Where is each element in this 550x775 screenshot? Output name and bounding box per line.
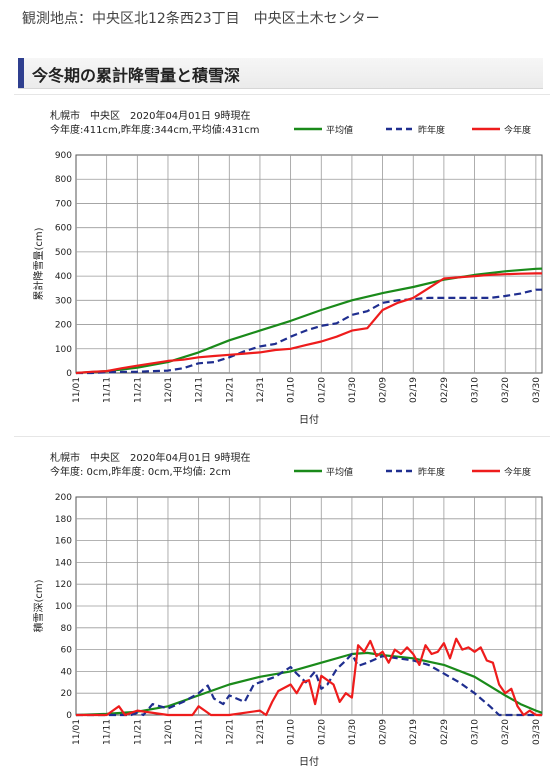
y-axis-label: 累計降雪量(cm) xyxy=(32,227,45,300)
section-title: 今冬期の累計降雪量と積雪深 xyxy=(32,66,241,85)
x-axis-label: 日付 xyxy=(299,755,319,768)
y-tick-label: 40 xyxy=(61,667,73,677)
x-tick-label: 11/21 xyxy=(133,377,143,403)
x-tick-label: 12/31 xyxy=(256,719,266,745)
y-tick-label: 200 xyxy=(55,321,72,331)
legend-label: 昨年度 xyxy=(418,466,445,478)
x-tick-label: 02/19 xyxy=(409,719,419,745)
legend-label: 平均値 xyxy=(326,124,353,136)
legend-label: 平均値 xyxy=(326,466,353,478)
cumulative-snowfall-chart: 札幌市 中央区 2020年04月01日 9時現在 今年度:411cm,昨年度:34… xyxy=(14,94,550,433)
x-tick-label: 02/09 xyxy=(379,377,389,403)
observation-location: 観測地点：中央区北12条西23丁目 中央区土木センター xyxy=(22,11,380,27)
y-tick-label: 140 xyxy=(55,558,72,568)
series-line-this-year xyxy=(75,272,542,375)
section-accent-bar xyxy=(18,58,24,88)
plot-area xyxy=(75,154,543,374)
y-tick-label: 300 xyxy=(55,296,72,306)
x-tick-label: 03/30 xyxy=(532,377,542,403)
x-tick-label: 01/20 xyxy=(317,719,327,745)
y-axis-label: 積雪深(cm) xyxy=(32,579,45,632)
x-tick-label: 11/11 xyxy=(103,719,113,745)
y-tick-label: 500 xyxy=(55,248,72,258)
x-tick-label: 12/11 xyxy=(195,377,205,403)
x-tick-label: 03/30 xyxy=(532,719,542,745)
y-tick-label: 180 xyxy=(55,515,72,525)
y-tick-label: 100 xyxy=(55,345,72,355)
x-tick-label: 12/01 xyxy=(164,719,174,745)
y-tick-label: 700 xyxy=(55,199,72,209)
x-tick-label: 11/11 xyxy=(103,377,113,403)
x-tick-label: 01/10 xyxy=(287,719,297,745)
x-tick-label: 03/10 xyxy=(471,719,481,745)
y-tick-label: 0 xyxy=(66,711,72,721)
series-line-average xyxy=(75,267,543,375)
x-tick-label: 03/10 xyxy=(471,377,481,403)
y-tick-label: 800 xyxy=(55,175,72,185)
legend-label: 昨年度 xyxy=(418,124,445,136)
chart-subtitle: 今年度:411cm,昨年度:344cm,平均値:431cm xyxy=(50,123,259,136)
y-tick-label: 120 xyxy=(55,580,72,590)
cumulative-snowfall-svg: 札幌市 中央区 2020年04月01日 9時現在今年度:411cm,昨年度:34… xyxy=(32,109,543,426)
y-tick-label: 60 xyxy=(61,646,73,656)
x-tick-label: 02/29 xyxy=(440,719,450,745)
chart-subtitle: 今年度: 0cm,昨年度: 0cm,平均値: 2cm xyxy=(50,465,231,478)
section-header: 今冬期の累計降雪量と積雪深 xyxy=(18,58,543,89)
legend-label: 今年度 xyxy=(504,466,531,478)
y-tick-label: 20 xyxy=(61,689,73,699)
chart-title: 札幌市 中央区 2020年04月01日 9時現在 xyxy=(50,109,250,122)
y-tick-label: 200 xyxy=(55,493,72,503)
x-tick-label: 12/21 xyxy=(225,377,235,403)
x-tick-label: 01/10 xyxy=(287,377,297,403)
series-line-this-year xyxy=(76,637,542,717)
x-tick-label: 03/20 xyxy=(501,719,511,745)
series-line-last-year xyxy=(76,288,542,375)
x-tick-label: 12/31 xyxy=(256,377,266,403)
x-tick-label: 02/29 xyxy=(440,377,450,403)
chart-title: 札幌市 中央区 2020年04月01日 9時現在 xyxy=(50,451,250,464)
x-tick-label: 01/20 xyxy=(317,377,327,403)
legend-label: 今年度 xyxy=(504,124,531,136)
x-tick-label: 11/01 xyxy=(72,377,82,403)
snow-depth-chart: 札幌市 中央区 2020年04月01日 9時現在 今年度: 0cm,昨年度: 0c… xyxy=(14,436,550,775)
y-tick-label: 0 xyxy=(66,369,72,379)
y-tick-label: 80 xyxy=(61,624,73,634)
x-tick-label: 12/11 xyxy=(195,719,205,745)
x-tick-label: 11/21 xyxy=(133,719,143,745)
x-tick-label: 01/30 xyxy=(348,719,358,745)
y-tick-label: 160 xyxy=(55,537,72,547)
y-tick-label: 900 xyxy=(55,151,72,161)
series-line-last-year xyxy=(76,652,542,717)
x-tick-label: 11/01 xyxy=(72,719,82,745)
x-tick-label: 12/21 xyxy=(225,719,235,745)
x-tick-label: 03/20 xyxy=(501,377,511,403)
x-axis-label: 日付 xyxy=(299,413,319,426)
y-tick-label: 400 xyxy=(55,272,72,282)
x-tick-label: 02/09 xyxy=(379,719,389,745)
x-tick-label: 02/19 xyxy=(409,377,419,403)
y-tick-label: 100 xyxy=(55,602,72,612)
y-tick-label: 600 xyxy=(55,224,72,234)
x-tick-label: 01/30 xyxy=(348,377,358,403)
x-tick-label: 12/01 xyxy=(164,377,174,403)
